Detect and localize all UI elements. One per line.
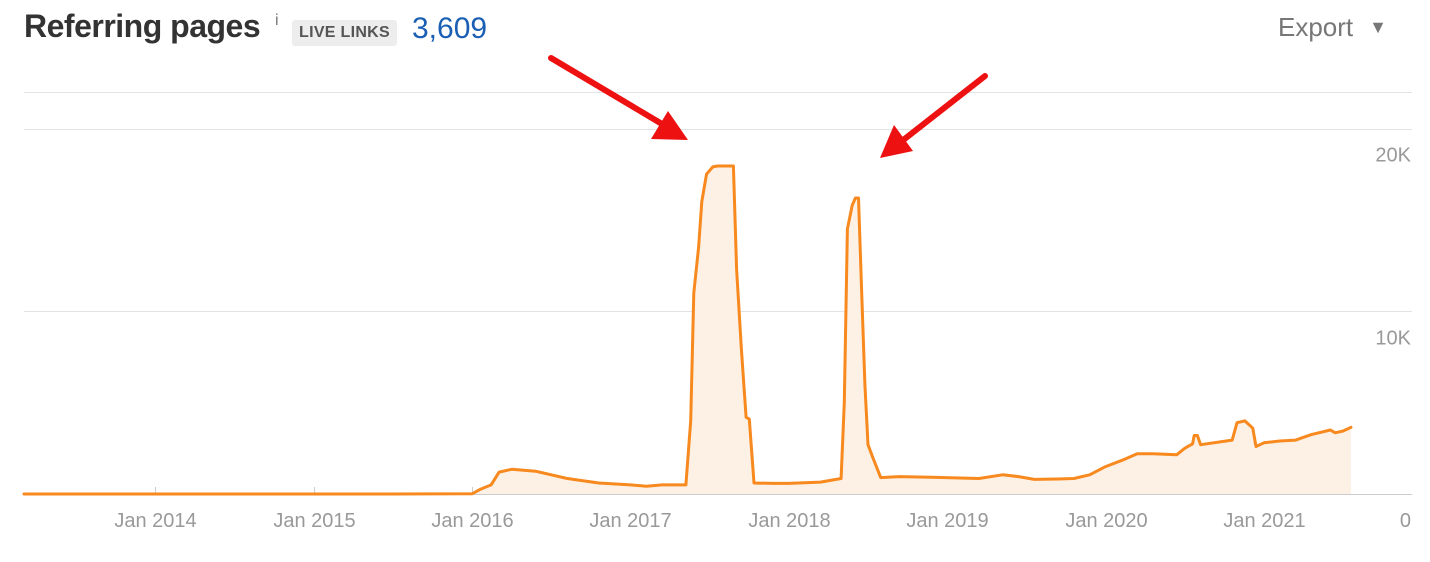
x-tick-label: Jan 2017: [589, 510, 671, 532]
x-axis-labels: Jan 2014 Jan 2015 Jan 2016 Jan 2017 Jan 2018…: [114, 510, 1305, 532]
annotation-arrows: [548, 55, 988, 158]
page-title: Referring pages: [24, 8, 261, 44]
series-line: [22, 164, 1353, 496]
info-icon[interactable]: i: [275, 12, 279, 29]
x-tick-label: Jan 2019: [906, 510, 988, 532]
x-tick-label: Jan 2020: [1065, 510, 1147, 532]
chevron-down-icon: ▼: [1369, 17, 1387, 37]
x-tick-label: Jan 2015: [273, 510, 355, 532]
live-links-badge[interactable]: LIVE LINKS: [292, 20, 398, 46]
arrowhead-left-icon: [651, 111, 688, 140]
y-tick-label: 10K: [1375, 327, 1411, 349]
y-axis-labels: 0 10K 20K: [1375, 145, 1411, 532]
y-tick-label: 0: [1400, 510, 1411, 532]
annotation-arrow-left: [548, 55, 665, 127]
y-tick-label: 20K: [1375, 145, 1411, 167]
export-button[interactable]: Export ▼: [1278, 12, 1387, 43]
export-label: Export: [1278, 12, 1354, 42]
annotation-arrow-right: [899, 73, 988, 144]
chart-header: Referring pages i LIVE LINKS 3,609 Expor…: [0, 0, 1430, 62]
area-fill: [24, 166, 1351, 494]
x-tick-label: Jan 2014: [114, 510, 196, 532]
arrowhead-right-icon: [880, 125, 913, 158]
x-tick-label: Jan 2018: [748, 510, 830, 532]
referring-pages-count: 3,609: [412, 12, 488, 45]
x-tick-label: Jan 2021: [1223, 510, 1305, 532]
x-tick-label: Jan 2016: [431, 510, 513, 532]
